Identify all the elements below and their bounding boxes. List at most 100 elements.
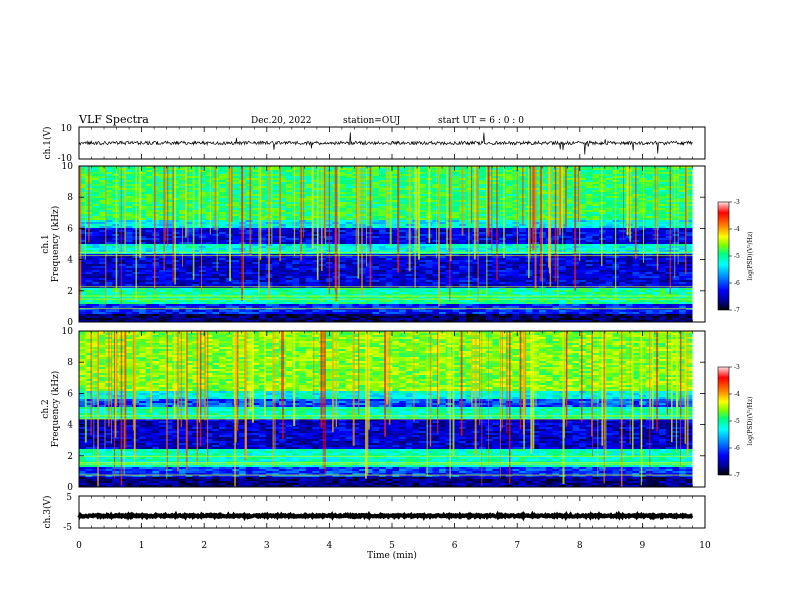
- spectrogram-cell: [672, 172, 680, 175]
- spectrogram-cell: [625, 258, 633, 261]
- spectrogram-cell: [365, 210, 373, 213]
- spectrogram-cell: [679, 168, 687, 171]
- spectrogram-cell: [192, 178, 200, 181]
- spectrogram-cell: [472, 220, 480, 223]
- spectrogram-cell: [679, 204, 687, 207]
- spectrogram-cell: [452, 202, 460, 205]
- spectrogram-cell: [505, 224, 513, 227]
- spectrogram-cell: [672, 260, 680, 263]
- spectrogram-cell: [312, 244, 320, 247]
- spectrogram-cell: [252, 222, 260, 225]
- spectrogram-cell: [185, 226, 193, 229]
- spectrogram-cell: [139, 168, 147, 171]
- spectrogram-cell: [205, 212, 213, 215]
- spectrogram-cell: [392, 244, 400, 247]
- spectrogram-cell: [119, 176, 127, 179]
- spectrogram-cell: [232, 208, 240, 211]
- spectrogram-cell: [105, 212, 113, 215]
- spectrogram-cell: [199, 242, 207, 245]
- spectrogram-cell: [459, 262, 467, 265]
- spectrogram-cell: [439, 246, 447, 249]
- spectrogram-cell: [279, 172, 287, 175]
- spectrogram-cell: [139, 190, 147, 193]
- spectrogram-cell: [192, 264, 200, 267]
- spectrogram-cell: [299, 248, 307, 251]
- spectrogram-cell: [639, 232, 647, 235]
- spectrogram-cell: [512, 186, 520, 189]
- spectrogram-cell: [505, 248, 513, 251]
- spectrogram-cell: [139, 210, 147, 213]
- spectrogram-cell: [259, 166, 267, 169]
- spectrogram-cell: [172, 198, 180, 201]
- spectrogram-cell: [485, 272, 493, 275]
- spectrogram-cell: [205, 232, 213, 235]
- spectrogram-cell: [119, 252, 127, 255]
- spectrogram-cell: [299, 166, 307, 169]
- spectrogram-cell: [279, 182, 287, 185]
- spectrogram-cell: [145, 262, 153, 265]
- spectrogram-cell: [432, 212, 440, 215]
- spectrogram-cell: [645, 202, 653, 205]
- spectrogram-cell: [199, 228, 207, 231]
- spectrogram-cell: [392, 260, 400, 263]
- spectrogram-cell: [565, 180, 573, 183]
- spectrogram-cell: [585, 226, 593, 229]
- spectrogram-cell: [379, 202, 387, 205]
- spectrogram-cell: [299, 262, 307, 265]
- spectrogram-cell: [145, 170, 153, 173]
- spectrogram-cell: [105, 244, 113, 247]
- spectrogram-cell: [339, 252, 347, 255]
- spectrogram-cell: [492, 234, 500, 237]
- spectrogram-cell: [419, 228, 427, 231]
- spectrogram-cell: [652, 176, 660, 179]
- spectrogram-cell: [219, 172, 227, 175]
- spectrogram-cell: [605, 242, 613, 245]
- spectrogram-cell: [365, 238, 373, 241]
- spectrogram-cell: [292, 200, 300, 203]
- spectrogram-cell: [605, 222, 613, 225]
- spectrogram-cell: [125, 216, 133, 219]
- spectrogram-cell: [345, 248, 353, 251]
- spectrogram-cell: [105, 240, 113, 243]
- spectrogram-cell: [372, 270, 380, 273]
- spectrogram-cell: [139, 238, 147, 241]
- spectrogram-cell: [605, 166, 613, 169]
- spectrogram-cell: [479, 242, 487, 245]
- spectrogram-cell: [205, 166, 213, 169]
- spectrogram-cell: [619, 226, 627, 229]
- spectrogram-cell: [639, 210, 647, 213]
- spectrogram-cell: [599, 190, 607, 193]
- spectrogram-cell: [585, 178, 593, 181]
- spectrogram-cell: [679, 230, 687, 233]
- spectrogram-cell: [99, 268, 107, 271]
- spectrogram-cell: [285, 246, 293, 249]
- spectrogram-cell: [145, 232, 153, 235]
- spectrogram-cell: [605, 194, 613, 197]
- spectrogram-cell: [199, 264, 207, 267]
- spectrogram-cell: [499, 256, 507, 259]
- spectrogram-cell: [665, 220, 673, 223]
- spectrogram-cell: [659, 244, 667, 247]
- spectrogram-cell: [172, 194, 180, 197]
- spectrogram-cell: [605, 224, 613, 227]
- spectrogram-cell: [452, 208, 460, 211]
- spectrogram-cell: [185, 174, 193, 177]
- spectrogram-cell: [412, 248, 420, 251]
- spectrogram-cell: [472, 174, 480, 177]
- spectrogram-cell: [439, 220, 447, 223]
- spectrogram-cell: [312, 218, 320, 221]
- spectrogram-cell: [99, 210, 107, 213]
- spectrogram-cell: [119, 232, 127, 235]
- spectrogram-cell: [665, 224, 673, 227]
- spectrogram-cell: [139, 204, 147, 207]
- spectrogram-cell: [619, 218, 627, 221]
- spectrogram-cell: [645, 172, 653, 175]
- spectrogram-cell: [472, 240, 480, 243]
- spectrogram-cell: [159, 198, 167, 201]
- spectrogram-cell: [172, 260, 180, 263]
- spectrogram-cell: [392, 212, 400, 215]
- spectrogram-cell: [139, 182, 147, 185]
- spectrogram-cell: [105, 192, 113, 195]
- spectrogram-cell: [425, 248, 433, 251]
- spectrogram-cell: [399, 174, 407, 177]
